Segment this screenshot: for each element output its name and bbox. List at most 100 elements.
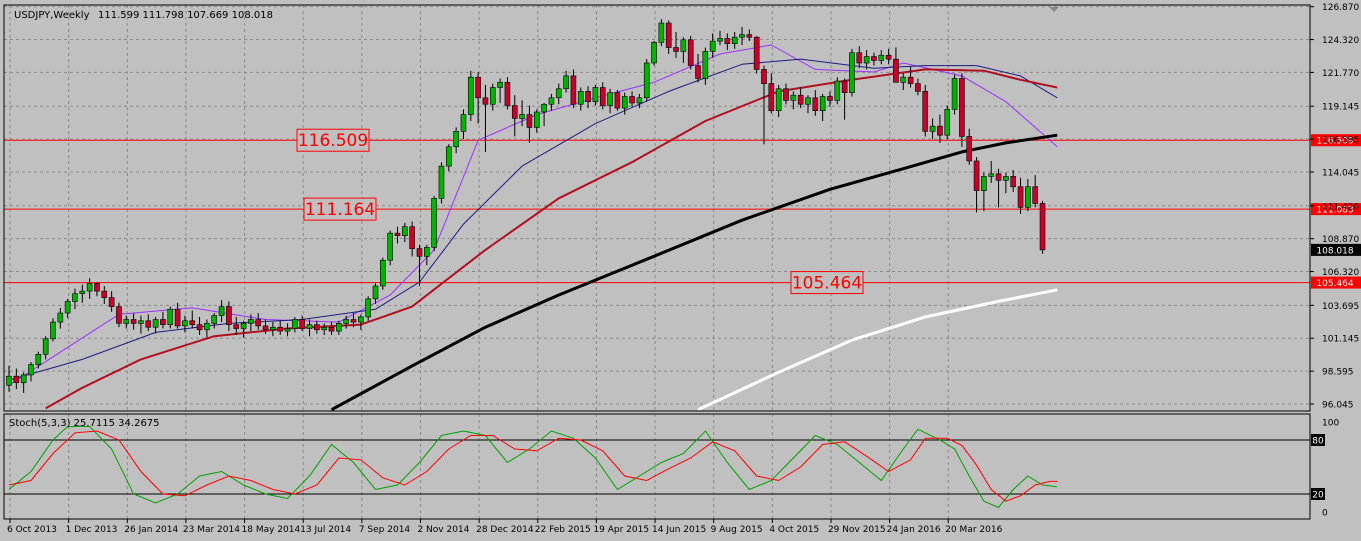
bear-candle	[915, 83, 921, 92]
ma-400-line	[697, 288, 1058, 412]
stochastic-axis-label: 100	[1322, 419, 1339, 429]
bull-candle	[123, 319, 130, 324]
y-tick-label: 111.420	[1322, 202, 1359, 212]
bear-candle	[475, 76, 481, 99]
bear-candle	[673, 47, 679, 52]
x-tick-label: 29 Nov 2015	[828, 525, 886, 535]
x-tick-label: 2 Nov 2014	[417, 525, 469, 535]
x-tick-label: 22 Feb 2015	[535, 525, 591, 535]
stochastic-label: Stoch(5,3,3) 25.7115 34.2675	[9, 418, 160, 429]
bull-candle	[42, 338, 49, 355]
bull-candle	[592, 87, 599, 102]
bull-candle	[929, 125, 936, 132]
bull-candle	[533, 111, 540, 128]
bull-candle	[555, 88, 562, 99]
x-tick-label: 1 Dec 2013	[66, 525, 118, 535]
bull-candle	[1003, 176, 1009, 181]
level-axis-tag	[1311, 203, 1361, 216]
level-axis-label: 116.509	[1316, 137, 1353, 147]
bull-candle	[702, 51, 709, 79]
y-tick-label: 101.145	[1322, 335, 1359, 345]
bull-candle	[240, 323, 247, 329]
bull-candle	[270, 326, 276, 331]
x-tick-label: 26 Jan 2014	[124, 525, 178, 535]
bull-candle	[64, 301, 71, 314]
bull-candle	[86, 283, 93, 292]
bear-candle	[196, 324, 203, 331]
bull-candle	[541, 103, 547, 113]
bull-candle	[424, 247, 430, 257]
x-tick-label: 20 Mar 2016	[945, 525, 1002, 535]
bull-candle	[636, 97, 643, 104]
stochastic-k-line	[8, 426, 1058, 509]
bull-candle	[20, 374, 27, 383]
bull-candle	[284, 328, 291, 332]
bull-candle	[372, 285, 379, 300]
bull-candle	[343, 319, 349, 324]
symbol-label: USDJPY,Weekly	[14, 10, 90, 21]
shift-marker-icon[interactable]	[1049, 7, 1059, 12]
bear-candle	[1017, 186, 1024, 208]
bull-candle	[563, 75, 569, 90]
bull-candle	[72, 293, 78, 302]
bear-candle	[1010, 176, 1017, 188]
bear-candle	[130, 319, 137, 324]
bull-candle	[211, 315, 218, 324]
y-tick-label: 116.595	[1322, 136, 1359, 146]
stochastic-pane-border	[3, 413, 1311, 520]
stochastic-d-line	[8, 430, 1058, 502]
bull-candle	[57, 312, 64, 323]
ma-fast-line	[8, 44, 1058, 386]
y-tick-label: 98.595	[1322, 368, 1354, 378]
bear-candle	[416, 248, 423, 257]
bull-candle	[365, 298, 371, 318]
bear-candle	[116, 306, 122, 324]
moving-averages	[8, 44, 1058, 412]
bear-candle	[893, 58, 899, 83]
stochastic-axis: 100 80 20 0	[1311, 419, 1339, 519]
bull-candle	[621, 96, 628, 109]
bull-candle	[387, 232, 393, 261]
x-tick-label: 18 May 2014	[242, 525, 301, 535]
bear-candle	[255, 319, 262, 327]
bear-candle	[761, 69, 767, 84]
bull-candle	[489, 87, 496, 105]
x-tick-label: 14 Jun 2015	[652, 525, 706, 535]
current-price-tag	[1311, 243, 1361, 256]
bear-candle	[746, 34, 753, 38]
x-tick-label: 23 Mar 2014	[183, 525, 240, 535]
bull-candle	[900, 76, 907, 83]
bear-candle	[922, 91, 929, 132]
bull-candle	[182, 320, 188, 327]
bear-candle	[570, 75, 577, 105]
bull-candle	[951, 78, 958, 110]
bear-candle	[768, 83, 775, 111]
stochastic-level-label: 80	[1312, 437, 1324, 447]
bull-candle	[775, 88, 782, 111]
bear-candle	[966, 136, 973, 162]
bull-candle	[306, 324, 313, 329]
bull-candle	[79, 290, 86, 295]
ohlc-label: 111.599 111.798 107.669 108.018	[98, 10, 273, 21]
ma-mid-line	[8, 58, 1058, 381]
bear-candle	[1039, 203, 1046, 251]
bear-candle	[174, 308, 181, 327]
bear-candle	[695, 65, 701, 79]
level-axis-label: 111.083	[1316, 206, 1353, 216]
x-tick-label: 24 Jan 2016	[887, 525, 941, 535]
x-tick-label: 6 Oct 2013	[7, 525, 57, 535]
bear-candle	[160, 319, 166, 325]
ma-slow-line	[45, 68, 1058, 410]
bear-candle	[189, 320, 196, 325]
bull-candle	[445, 146, 452, 167]
bull-candle	[204, 323, 210, 331]
bear-candle	[504, 82, 511, 106]
level-axis-label: 105.464	[1316, 279, 1353, 289]
horizontal-levels[interactable]: 116.509 116.509 111.164 111.083 105.464 105.4…	[4, 128, 1361, 295]
bear-candle	[277, 326, 284, 332]
x-tick-label: 13 Jul 2014	[300, 525, 351, 535]
y-tick-label: 114.045	[1322, 168, 1359, 178]
bear-candle	[783, 88, 789, 101]
bull-candle	[680, 39, 687, 52]
